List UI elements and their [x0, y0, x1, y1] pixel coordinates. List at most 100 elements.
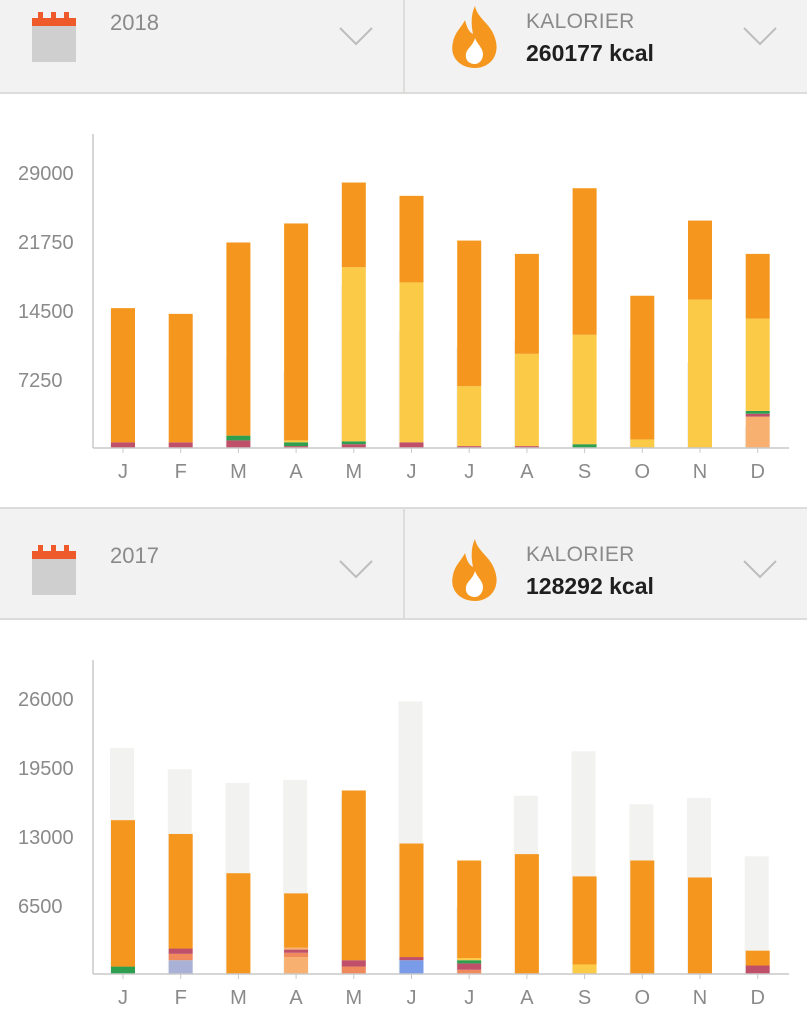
bar-segment	[630, 860, 655, 974]
bar-segment	[168, 442, 193, 448]
bar-segment	[226, 440, 251, 448]
bar-segment	[745, 253, 770, 319]
bar-segment	[284, 440, 309, 443]
x-tick-label: D	[750, 461, 764, 483]
header-divider	[403, 0, 405, 92]
bar-segment	[457, 860, 482, 959]
x-tick-label: J	[118, 461, 128, 483]
bar-segment	[168, 833, 193, 949]
bar-segment	[745, 965, 770, 974]
bar-segment	[226, 242, 251, 436]
bar-segment	[514, 854, 539, 974]
bar-segment	[457, 960, 482, 964]
metric-value: 128292 kcal	[526, 573, 654, 599]
x-tick-label: J	[464, 461, 474, 483]
monthly-calories-chart: 7250 14500 21750 29000 J F M A M J J A S O N D	[18, 134, 789, 483]
chevron-down-icon[interactable]	[742, 24, 778, 48]
header-divider	[403, 509, 405, 620]
bar-segment	[399, 195, 424, 283]
panel-header: 2018 KALORIER 260177 kcal	[0, 0, 807, 94]
metric-label: KALORIER	[526, 543, 635, 566]
bar-segment	[284, 952, 309, 958]
bar-segment	[284, 949, 309, 953]
x-tick-label: A	[289, 987, 303, 1009]
bar-segment	[457, 963, 482, 970]
x-tick-label: A	[520, 461, 534, 483]
x-tick-label: F	[175, 987, 187, 1009]
bar-segment	[284, 223, 309, 441]
bar-segment	[168, 948, 193, 954]
bar-segment	[341, 966, 366, 974]
bar-segment	[111, 442, 135, 448]
bar-segment	[168, 953, 193, 961]
flame-icon	[452, 539, 497, 601]
y-tick-label: 26000	[18, 689, 74, 711]
x-tick-label: M	[345, 461, 362, 483]
bar-segment	[284, 957, 309, 974]
bar-segment	[341, 790, 366, 961]
y-tick-label: 14500	[18, 301, 74, 323]
y-tick-label: 7250	[18, 370, 63, 392]
bar-segment	[745, 410, 770, 414]
metric-selector[interactable]: KALORIER 260177 kcal	[405, 0, 807, 92]
calendar-icon	[32, 545, 76, 595]
y-tick-label: 29000	[18, 163, 74, 185]
bar-segment	[745, 416, 770, 448]
x-tick-label: M	[230, 987, 247, 1009]
bar-segment	[514, 353, 539, 447]
x-tick-label: N	[693, 461, 707, 483]
bar-segment	[226, 435, 251, 441]
x-tick-label: J	[464, 987, 474, 1009]
bar-segment	[168, 960, 193, 974]
bar-segment	[111, 820, 135, 967]
chevron-down-icon[interactable]	[742, 557, 778, 581]
y-tick-label: 21750	[18, 232, 74, 254]
bar-segment	[341, 182, 366, 268]
panel-2017: 2017 KALORIER 128292 kcal 6500 13000 19500…	[0, 507, 807, 1024]
chevron-down-icon[interactable]	[338, 24, 374, 48]
x-tick-label: S	[578, 987, 591, 1009]
year-selector[interactable]: 2017	[0, 533, 403, 625]
bar-segment	[457, 969, 482, 974]
bar-segment	[168, 313, 193, 443]
bar-segment	[457, 958, 482, 961]
bar-segment	[226, 873, 251, 974]
bar-segment	[688, 220, 712, 300]
panel-header: 2017 KALORIER 128292 kcal	[0, 507, 807, 620]
year-selector[interactable]: 2018	[0, 0, 403, 92]
x-tick-label: M	[230, 461, 247, 483]
bar-segment	[284, 947, 309, 950]
bar-segment	[630, 295, 655, 440]
bar-segment	[341, 267, 366, 442]
chevron-down-icon[interactable]	[338, 557, 374, 581]
bar-segment	[399, 843, 424, 958]
year-value: 2018	[110, 10, 159, 35]
bar-segment	[572, 876, 597, 965]
bar-segment	[284, 442, 309, 447]
x-tick-label: S	[578, 461, 591, 483]
monthly-calories-chart: 6500 13000 19500 26000 J F M A M J J A S O N D	[18, 660, 789, 1009]
x-tick-label: O	[635, 461, 651, 483]
bar-segment	[745, 318, 770, 411]
bar-segment	[341, 960, 366, 967]
bar-segment	[341, 441, 366, 445]
bar-segment	[399, 442, 424, 448]
metric-value: 260177 kcal	[526, 40, 654, 66]
bar-segment	[514, 446, 539, 448]
metric-label: KALORIER	[526, 10, 635, 33]
bar-segment	[457, 446, 482, 448]
bar-segment	[572, 188, 597, 335]
metric-selector[interactable]: KALORIER 128292 kcal	[405, 533, 807, 625]
bar-segment	[572, 334, 597, 445]
x-tick-label: J	[118, 987, 128, 1009]
bar-segment	[111, 966, 135, 974]
x-tick-label: J	[407, 987, 417, 1009]
bar-segment	[630, 439, 655, 448]
bar-segment	[341, 444, 366, 448]
x-tick-label: J	[407, 461, 417, 483]
panel-2018: 2018 KALORIER 260177 kcal 7250 14500 21750…	[0, 0, 807, 507]
bar-segment	[688, 877, 712, 974]
bar-segment	[284, 893, 309, 948]
bar-segment	[457, 240, 482, 387]
x-tick-label: A	[289, 461, 303, 483]
